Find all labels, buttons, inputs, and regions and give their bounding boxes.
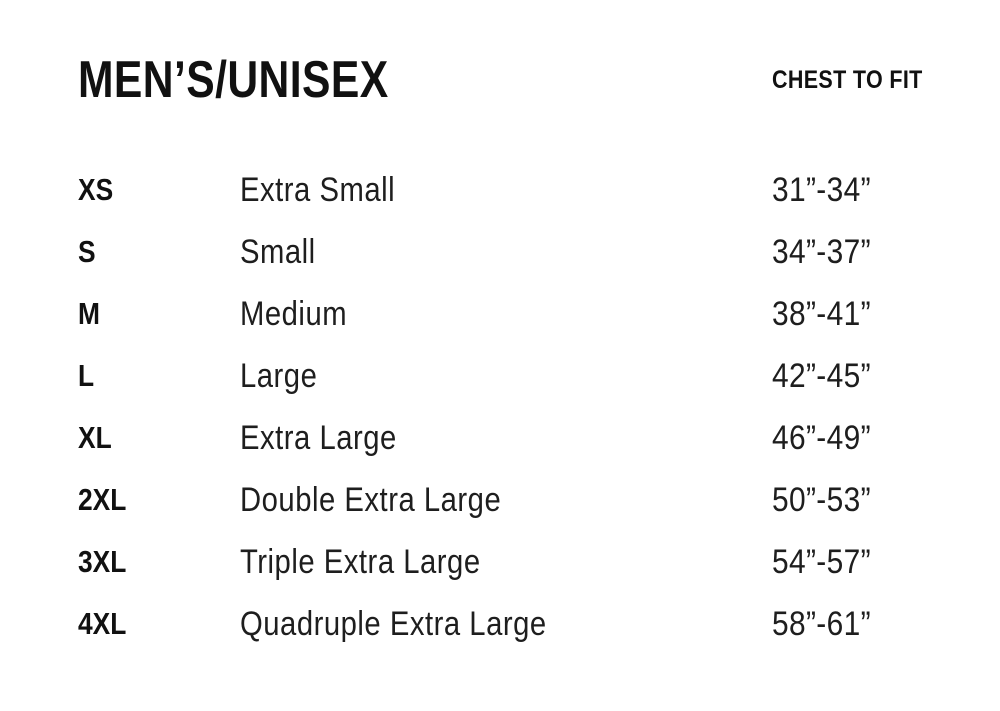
chest-measurement: 31”-34” xyxy=(772,171,871,209)
size-code: M xyxy=(78,296,100,331)
size-name: Extra Small xyxy=(240,171,396,209)
chest-measurement: 46”-49” xyxy=(772,419,871,457)
table-row: M Medium 38”-41” xyxy=(0,292,1000,354)
size-code: S xyxy=(78,234,96,269)
size-name: Quadruple Extra Large xyxy=(240,605,547,643)
table-row: XL Extra Large 46”-49” xyxy=(0,416,1000,478)
table-row: 3XL Triple Extra Large 54”-57” xyxy=(0,540,1000,602)
size-name: Large xyxy=(240,357,318,395)
size-code: 4XL xyxy=(78,606,127,641)
chest-measurement: 50”-53” xyxy=(772,481,871,519)
table-row: L Large 42”-45” xyxy=(0,354,1000,416)
size-code: L xyxy=(78,358,95,393)
size-table: XS Extra Small 31”-34” S Small 34”-37” M Medium… xyxy=(0,168,1000,664)
chest-measurement: 54”-57” xyxy=(772,543,871,581)
table-row: 2XL Double Extra Large 50”-53” xyxy=(0,478,1000,540)
size-code: 2XL xyxy=(78,482,127,517)
size-code: XS xyxy=(78,172,114,207)
page-title: MEN’S/UNISEX xyxy=(78,51,389,109)
table-row: 4XL Quadruple Extra Large 58”-61” xyxy=(0,602,1000,664)
size-name: Triple Extra Large xyxy=(240,543,481,581)
table-row: S Small 34”-37” xyxy=(0,230,1000,292)
chest-measurement: 38”-41” xyxy=(772,295,871,333)
size-name: Extra Large xyxy=(240,419,397,457)
chest-measurement: 58”-61” xyxy=(772,605,871,643)
size-code: XL xyxy=(78,420,112,455)
chest-measurement: 34”-37” xyxy=(772,233,871,271)
size-name: Medium xyxy=(240,295,348,333)
size-name: Double Extra Large xyxy=(240,481,502,519)
column-header-chest-to-fit: CHEST TO FIT xyxy=(772,66,923,94)
chest-measurement: 42”-45” xyxy=(772,357,871,395)
size-code: 3XL xyxy=(78,544,127,579)
size-name: Small xyxy=(240,233,316,271)
chart-header: MEN’S/UNISEX CHEST TO FIT xyxy=(0,52,1000,116)
table-row: XS Extra Small 31”-34” xyxy=(0,168,1000,230)
